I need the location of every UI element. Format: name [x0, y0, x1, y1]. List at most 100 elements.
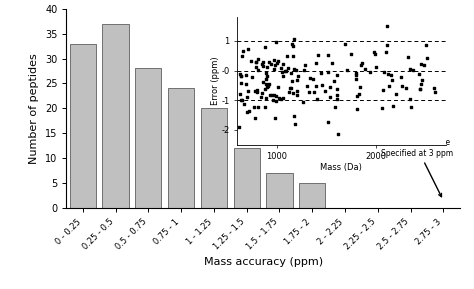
Point	[237, 73, 245, 78]
Point	[238, 53, 246, 58]
Point	[326, 95, 334, 99]
Point	[354, 94, 361, 98]
Point	[268, 92, 276, 97]
Point	[270, 67, 278, 72]
Point	[313, 97, 320, 101]
Point	[262, 77, 269, 81]
Point	[417, 87, 424, 91]
Point	[253, 60, 260, 64]
Point	[264, 84, 272, 89]
Point	[305, 89, 313, 94]
Point	[235, 125, 243, 129]
Point	[431, 89, 439, 94]
Point	[383, 43, 391, 48]
Point	[290, 53, 297, 58]
Y-axis label: Number of peptides: Number of peptides	[29, 53, 39, 164]
Point	[284, 65, 292, 70]
Point	[389, 104, 397, 109]
Point	[279, 96, 287, 101]
Point	[326, 84, 334, 89]
Point	[274, 59, 282, 64]
Point	[267, 61, 274, 66]
Point	[378, 106, 385, 111]
Bar	[266, 173, 292, 208]
Bar	[201, 108, 227, 208]
Point	[418, 82, 425, 86]
Point	[406, 97, 413, 101]
Point	[333, 87, 341, 92]
Point	[260, 60, 267, 65]
Point	[266, 93, 273, 98]
Point	[372, 65, 380, 70]
Point	[352, 76, 360, 81]
Point	[247, 59, 255, 64]
Point	[242, 82, 249, 86]
Point	[282, 69, 290, 73]
Point	[251, 116, 259, 120]
Point	[312, 83, 319, 88]
Point	[259, 62, 266, 66]
Point	[388, 78, 395, 83]
Bar	[234, 148, 260, 208]
Point	[261, 87, 269, 91]
Point	[250, 105, 258, 109]
Point	[279, 73, 287, 78]
Point	[259, 63, 267, 68]
Point	[244, 89, 252, 93]
Point	[277, 66, 285, 71]
X-axis label: Mass accuracy (ppm): Mass accuracy (ppm)	[203, 257, 323, 267]
Point	[300, 68, 307, 72]
Bar	[168, 88, 194, 208]
Point	[356, 84, 364, 89]
Point	[420, 62, 428, 67]
Point	[290, 44, 297, 49]
Point	[318, 83, 326, 87]
Point	[344, 68, 351, 73]
Point	[300, 99, 307, 104]
Point	[254, 104, 261, 109]
Point	[352, 72, 360, 77]
Point	[243, 110, 251, 114]
Point	[280, 61, 287, 66]
Point	[252, 64, 260, 69]
Point	[355, 91, 363, 96]
Point	[331, 105, 338, 110]
Point	[288, 42, 296, 46]
Point	[282, 69, 289, 73]
Point	[306, 76, 314, 80]
Point	[242, 73, 249, 77]
Point	[274, 85, 282, 90]
Point	[276, 96, 283, 100]
Point	[253, 88, 261, 92]
Point	[277, 97, 285, 101]
Point	[294, 73, 301, 78]
Point	[366, 70, 374, 75]
Point	[285, 90, 292, 94]
Point	[342, 42, 349, 46]
Point	[270, 58, 278, 63]
Point	[310, 90, 318, 95]
Point	[245, 47, 252, 52]
Bar	[102, 24, 128, 208]
Point	[293, 77, 301, 82]
Point	[422, 43, 429, 47]
Point	[324, 119, 332, 124]
Point	[265, 81, 273, 86]
Point	[291, 66, 298, 71]
Point	[312, 61, 320, 66]
Point	[270, 92, 278, 97]
Point	[387, 73, 394, 77]
Point	[404, 55, 411, 60]
Point	[417, 86, 424, 91]
Point	[415, 71, 422, 76]
Point	[310, 77, 317, 81]
Text: Search Tolerance
Specified at 3 ppm: Search Tolerance Specified at 3 ppm	[381, 138, 453, 197]
Point	[273, 61, 281, 65]
Point	[261, 105, 268, 110]
Bar	[135, 68, 162, 208]
Point	[353, 107, 360, 111]
Point	[248, 75, 255, 79]
Point	[246, 109, 253, 113]
Bar	[70, 44, 96, 208]
Point	[237, 92, 244, 97]
